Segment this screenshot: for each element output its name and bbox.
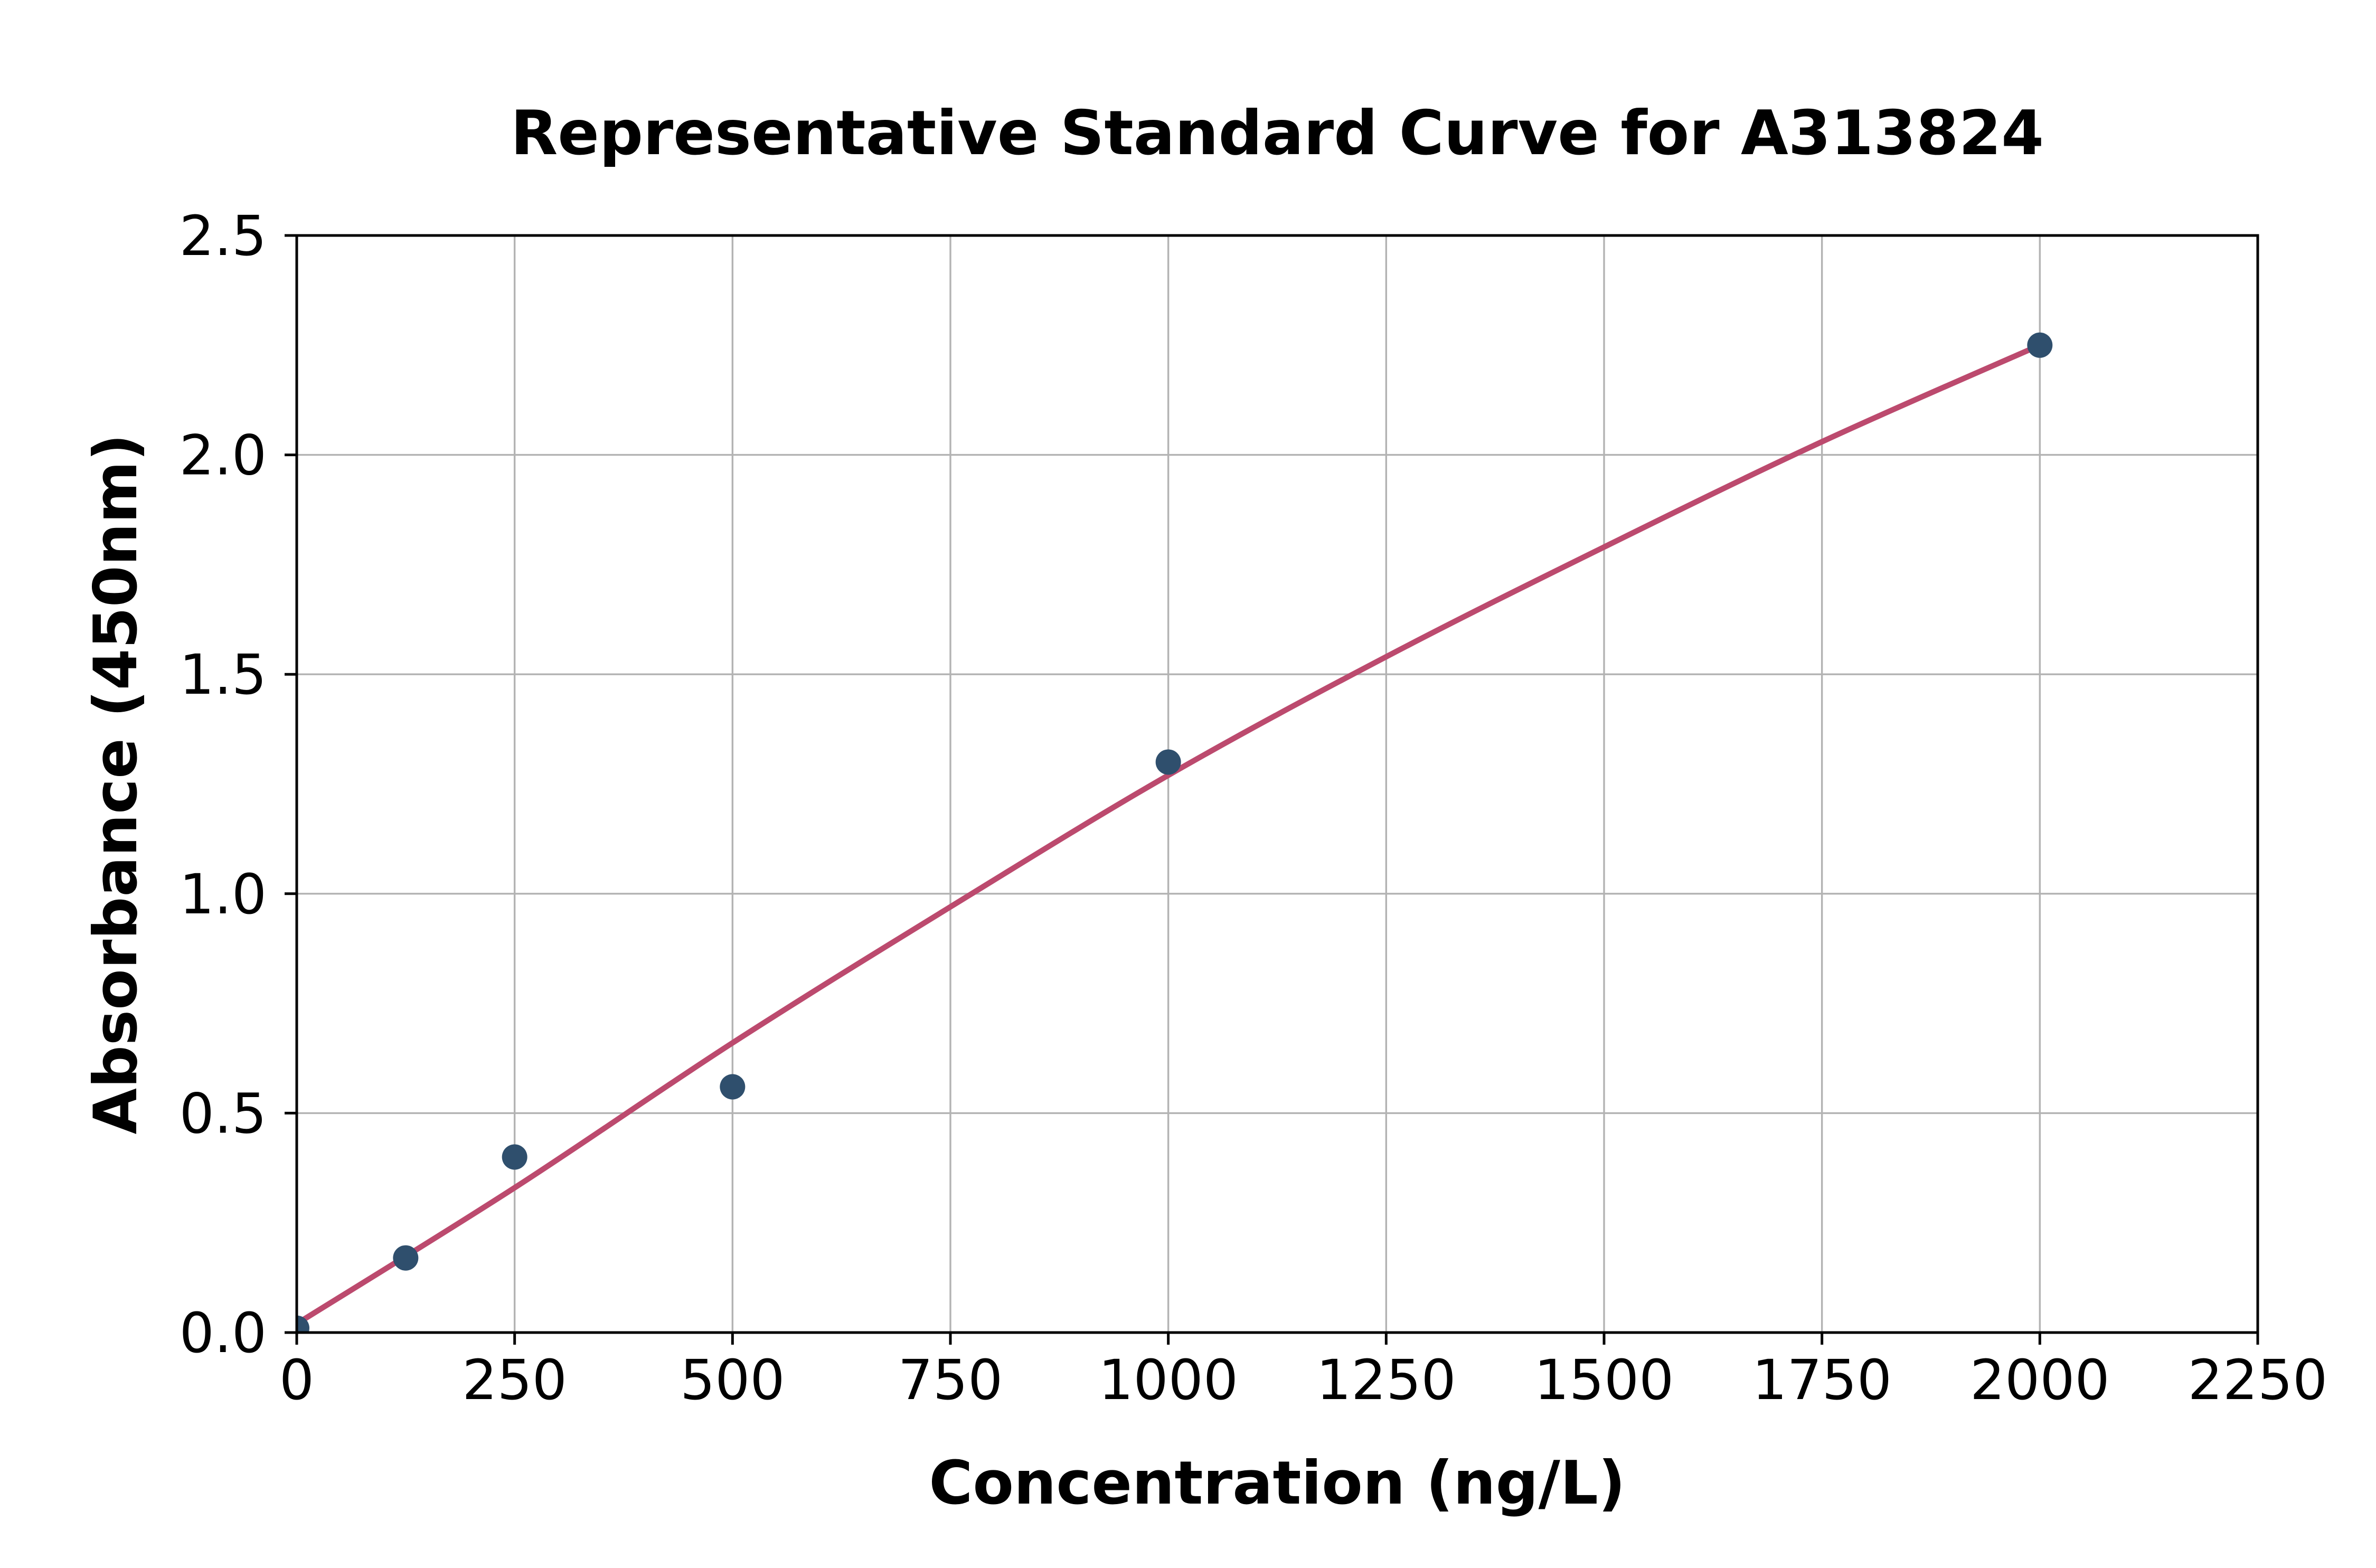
data-layer — [297, 332, 2053, 1333]
y-tick-label: 0.5 — [180, 1081, 267, 1146]
x-tick-label: 1000 — [1098, 1348, 1238, 1412]
x-tick-label: 2250 — [2188, 1348, 2328, 1412]
data-point-marker — [297, 1315, 309, 1333]
y-tick-label: 1.0 — [180, 862, 267, 927]
x-tick-label: 250 — [462, 1348, 567, 1412]
x-tick-label: 1500 — [1534, 1348, 1674, 1412]
x-tick-label: 750 — [898, 1348, 1003, 1412]
data-point-marker — [2027, 332, 2053, 358]
data-point-marker — [393, 1245, 419, 1271]
x-tick-label: 2000 — [1970, 1348, 2110, 1412]
x-tick-label: 0 — [279, 1348, 314, 1412]
axes-layer — [295, 234, 2259, 1334]
y-tick-label: 2.0 — [180, 423, 267, 488]
grid-layer — [296, 234, 2259, 1334]
x-tick-label: 1250 — [1316, 1348, 1456, 1412]
data-point-marker — [502, 1144, 527, 1170]
y-axis-label: Absorbance (450nm) — [81, 434, 150, 1135]
data-point-marker — [720, 1074, 746, 1100]
fit-curve-line — [297, 342, 2043, 1327]
x-tick-label: 1750 — [1752, 1348, 1892, 1412]
tick-layer: 0 250 500 750 1000 1250 1500 1750 2000 2250 0.0 0.5… — [180, 204, 2328, 1412]
x-axis-label: Concentration (ng/L) — [929, 1448, 1625, 1518]
y-tick-label: 1.5 — [180, 643, 267, 707]
y-tick-label: 0.0 — [180, 1301, 267, 1365]
y-tick-label: 2.5 — [180, 204, 267, 268]
plot-box-spines — [295, 234, 2259, 1334]
chart-title: Representative Standard Curve for A31382… — [511, 98, 2044, 169]
x-tick-label: 500 — [680, 1348, 785, 1412]
data-point-marker — [1155, 749, 1181, 775]
